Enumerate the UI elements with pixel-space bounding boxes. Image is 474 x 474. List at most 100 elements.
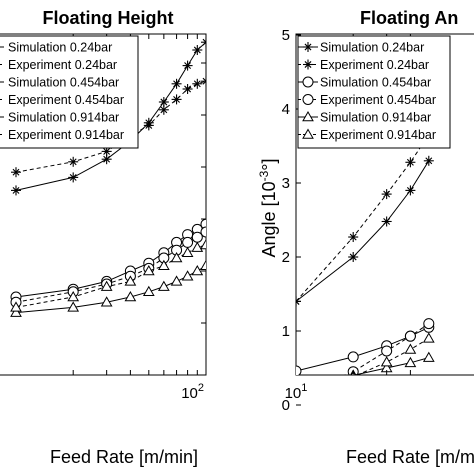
right-series-3-point [347,351,359,363]
left-series-line-1 [15,41,206,191]
right-xtick-base: 10 [285,385,302,402]
right-x-axis-label: Feed Rate [m/min] [346,447,474,467]
left-legend-label-5: Simulation 0.914bar [8,111,119,125]
right-legend-marker-5 [302,110,314,122]
right-ytick-label: 5 [282,27,290,44]
left-series-5-point [100,296,113,307]
left-series-6-point [157,259,170,271]
left-series-1-point [182,60,193,71]
right-legend-marker-6 [302,128,314,139]
left-legend-label-1: Simulation 0.24bar [8,41,112,55]
left-xtick-base: 10 [181,385,198,402]
left-series-2-point [158,104,169,115]
right-series-line-2 [296,134,430,302]
right-legend-marker-2 [303,59,313,70]
right-series-6-point [380,356,393,367]
left-series-line-4 [15,231,206,303]
left-legend-box [0,35,139,149]
right-xtick-exp: 1 [301,382,307,394]
right-legend-marker-1 [303,42,313,52]
left-series-1-point [171,78,182,89]
right-ytick-label: 2 [282,249,290,266]
left-panel: Floating Height 102 Feed Rate [m/min] Si… [0,8,207,467]
right-ylabel-after: °] [259,159,279,171]
left-legend: Simulation 0.24bar Experiment 0.24bar Simu… [0,35,139,149]
right-series-4-point [423,318,435,330]
right-series-line-6 [356,337,430,375]
right-legend: Simulation 0.24bar Experiment 0.24bar Simu… [297,35,451,149]
left-series-6-point [142,264,155,276]
right-series-5-point [404,356,417,368]
left-series-6-point [200,238,206,250]
right-series-2-point [381,189,392,200]
left-series-2-point [143,120,154,131]
right-legend-label-6: Experiment 0.914bar [320,128,436,142]
left-series-6-point [170,251,183,263]
right-series-2-point [296,296,301,307]
left-series-2-point [192,78,203,89]
right-legend-marker-3 [302,76,314,88]
left-x-axis-label: Feed Rate [m/min] [50,447,198,467]
left-plot-frame [0,33,207,376]
right-series-6-point [422,332,435,343]
right-series-line-1 [296,160,430,302]
left-legend-label-3: Simulation 0.454bar [8,76,119,90]
right-series-1-point [423,155,434,166]
right-series-2-point [348,232,359,243]
right-series-4-point [404,330,416,342]
left-series-line-3 [15,223,206,298]
right-legend-label-2: Experiment 0.24bar [320,58,429,72]
left-series-1-point [11,185,21,196]
right-series-4-point [381,345,393,357]
right-series-1-point [348,252,359,262]
left-series-2-point [68,156,79,167]
left-series-6-point [124,275,137,286]
left-series-5-point [142,285,155,297]
right-y-axis-label: Angle [10-3°] [257,159,279,258]
right-plot-frame [295,33,474,376]
left-legend-label-2: Experiment 0.24bar [8,58,117,72]
right-series-6-point [404,343,417,354]
left-series-5-point [200,259,206,271]
left-series-6-point [10,301,22,312]
right-series-5-point [422,351,435,362]
left-series-5-point [10,306,22,317]
right-chart-title: Floating An [360,8,458,28]
right-legend-label-4: Experiment 0.454bar [320,93,436,107]
left-series-5-point [157,280,170,291]
left-series-5-point [67,301,80,312]
right-legend-label-5: Simulation 0.914bar [320,111,431,125]
left-series-5-point [181,270,194,281]
left-chart-title: Floating Height [43,8,174,28]
right-legend-label-3: Simulation 0.454bar [320,76,431,90]
right-legend-label-1: Simulation 0.24bar [320,41,424,55]
left-series-4-point [200,226,206,238]
left-series-1-point [201,37,206,48]
right-ytick-label: 1 [282,323,290,340]
left-series-6-point [191,241,204,252]
right-xtick-label: 101 [285,382,308,402]
right-ytick-label: 0 [282,397,290,414]
right-series-1-point [381,216,392,227]
left-legend-label-6: Experiment 0.914bar [8,128,124,142]
left-series-2-point [11,167,21,178]
right-series-3-point [296,365,302,375]
left-series-6-point [100,280,113,291]
left-series-2-point [182,84,193,94]
right-legend-box [297,35,451,149]
left-series-1-point [192,45,203,55]
left-series-6-point [67,290,80,302]
left-series-1-point [68,172,79,183]
right-ylabel-sup: -3 [257,170,271,181]
left-xtick-exp: 2 [198,382,204,394]
left-series-2-point [171,94,182,105]
left-series-5-point [191,264,204,276]
right-ylabel-before: Angle [10 [259,181,279,257]
left-series-5-point [170,275,183,286]
right-legend-marker-4 [302,94,314,105]
left-series-6-point [181,246,194,258]
right-ytick-label: 3 [282,175,290,192]
right-series-1-point [405,185,416,196]
